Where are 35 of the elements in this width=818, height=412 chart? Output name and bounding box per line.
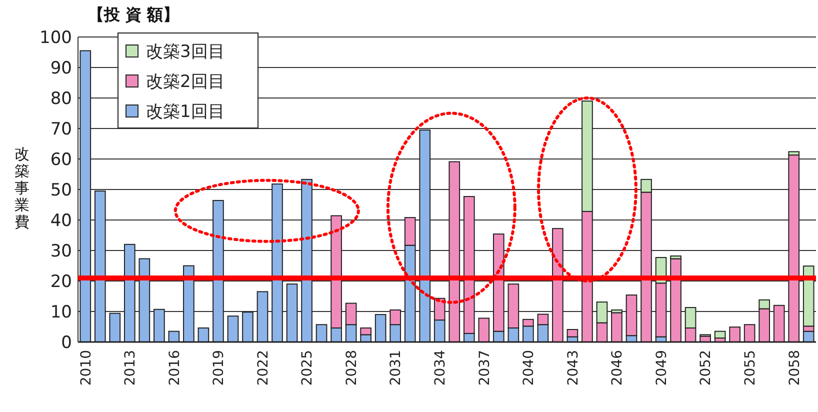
x-tick-label: 2049 [654, 350, 670, 386]
x-tick-label: 2046 [610, 350, 626, 386]
bar [566, 328, 578, 338]
x-tick-label: 2019 [211, 350, 228, 386]
y-tick-label: 90 [50, 58, 72, 78]
x-tick-label: 2055 [742, 350, 758, 386]
y-tick-label: 10 [50, 302, 72, 322]
x-tick-label: 2031 [388, 350, 404, 386]
y-tick-label: 70 [50, 119, 72, 140]
y-tick-label: 0 [61, 332, 72, 353]
x-tick-label: 2040 [521, 350, 538, 386]
x-tick-label: 2022 [255, 350, 272, 386]
x-tick-label: 2037 [476, 350, 493, 386]
x-tick-label: 2013 [122, 350, 139, 386]
y-tick-label: 30 [50, 241, 72, 262]
legend-label: 改築2回目 [146, 72, 225, 92]
chart-title: 【投 資 額】 [88, 5, 180, 24]
y-axis-title: 改築事業費 [14, 145, 30, 231]
x-tick-label: 2025 [300, 350, 316, 386]
y-tick-label: 100 [40, 28, 72, 48]
legend-label: 改築3回目 [146, 42, 225, 62]
x-tick-label: 2043 [565, 350, 582, 386]
y-tick-label: 60 [50, 150, 72, 170]
x-tick-label: 2058 [786, 350, 803, 386]
legend-label: 改築1回目 [146, 102, 225, 122]
x-tick-label: 2016 [166, 350, 183, 386]
x-tick-label: 2010 [78, 350, 94, 386]
x-tick-label: 2034 [432, 350, 449, 386]
bar [714, 330, 726, 339]
y-tick-label: 80 [50, 88, 72, 109]
y-tick-label: 50 [50, 180, 72, 200]
x-tick-label: 2052 [698, 350, 714, 386]
x-tick-label: 2028 [344, 350, 360, 386]
y-tick-label: 20 [50, 272, 72, 292]
y-tick-label: 40 [50, 210, 72, 231]
